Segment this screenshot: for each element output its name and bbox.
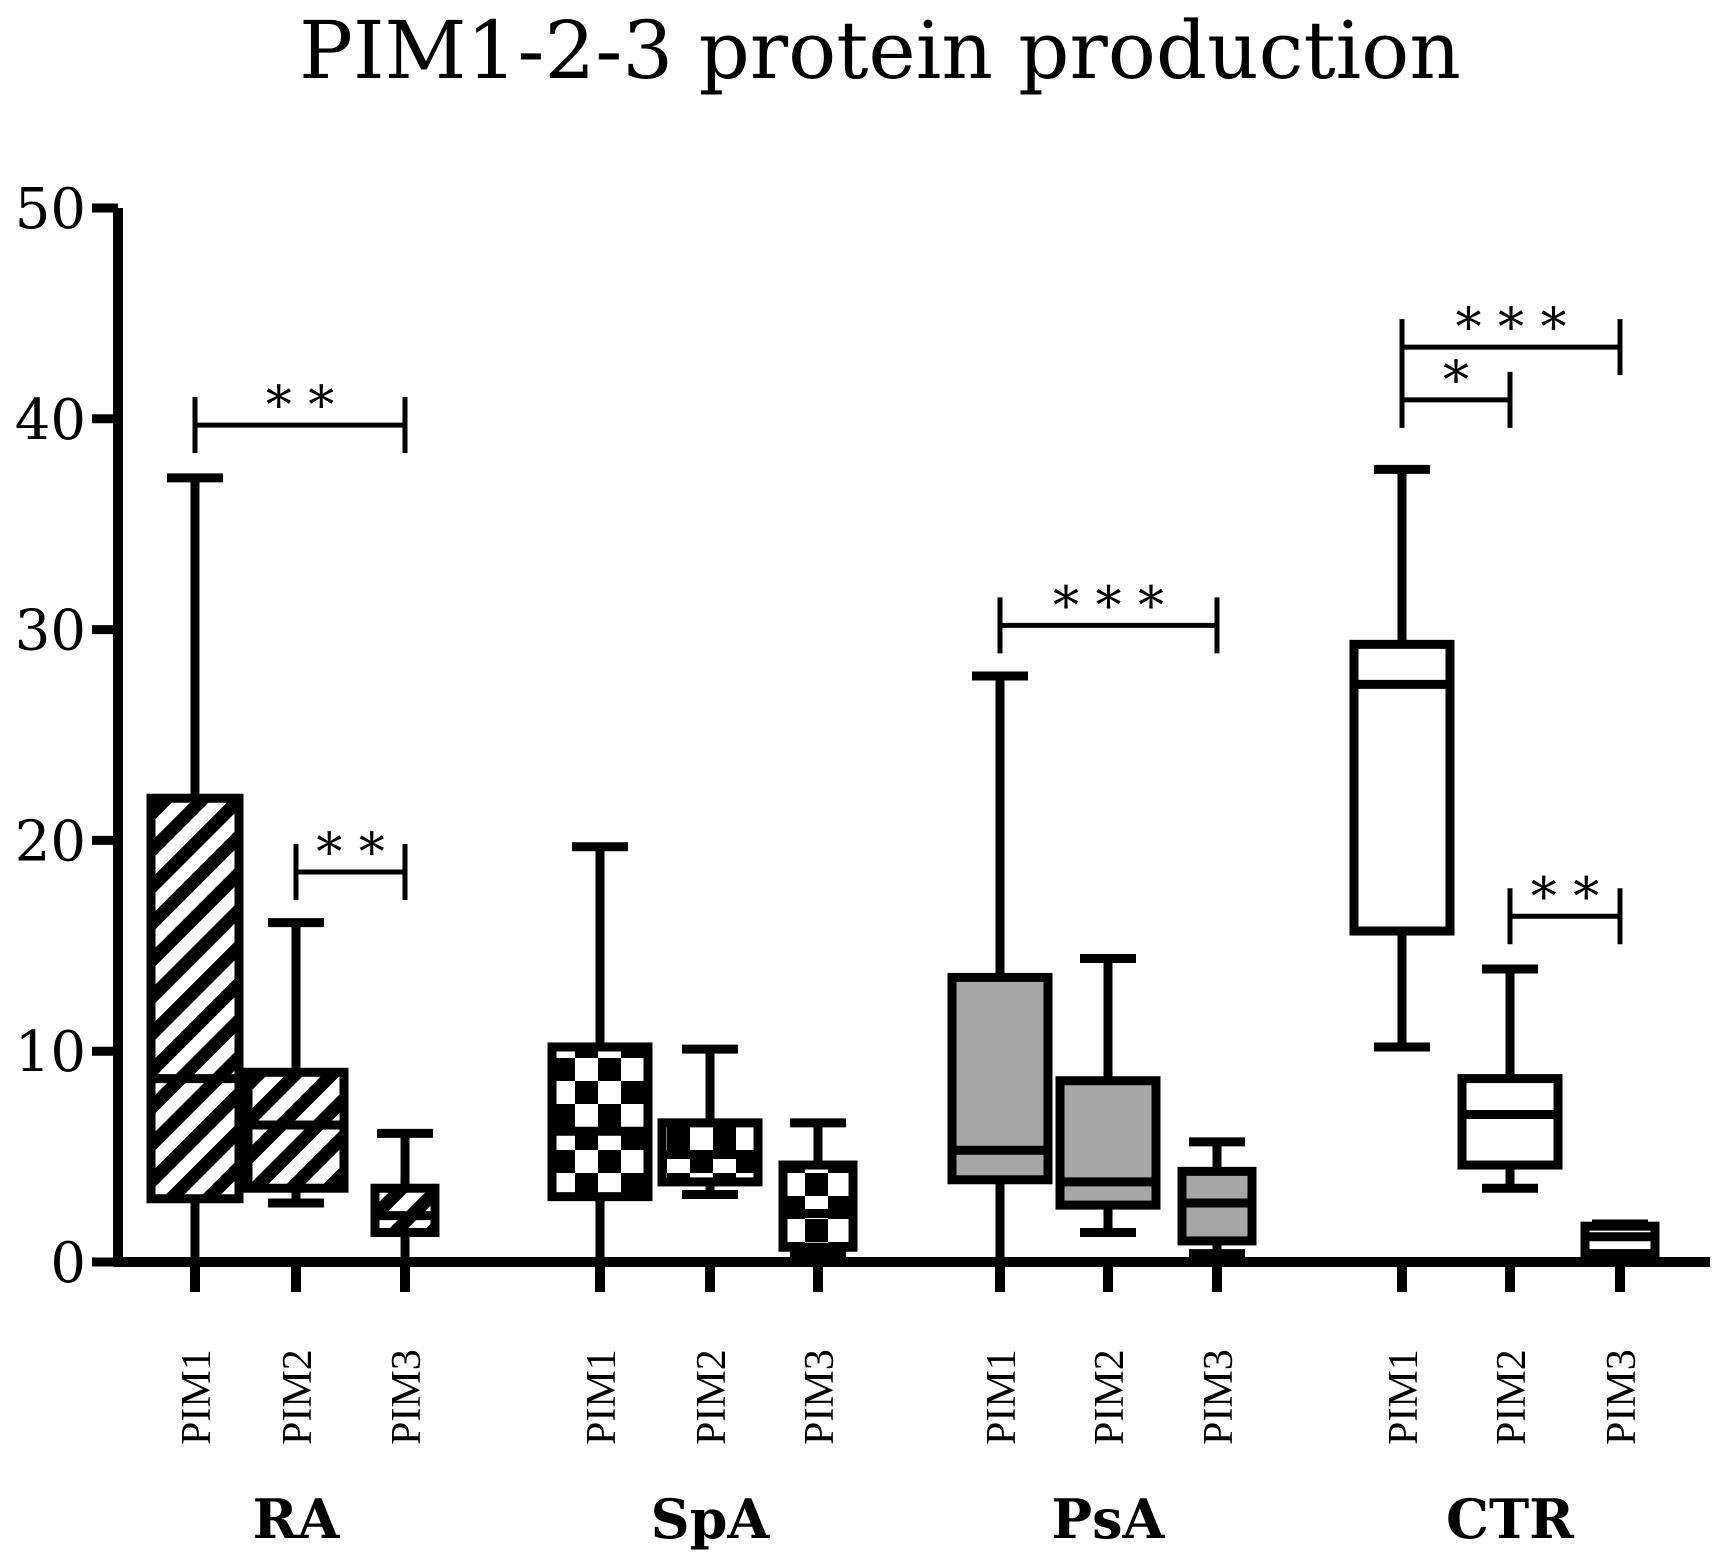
x-category-label: PIM3	[1599, 1349, 1645, 1445]
significance-bracket: * * *	[1399, 298, 1623, 376]
box-ctr-pim1	[1349, 639, 1455, 936]
box-psa-pim2	[1055, 1076, 1161, 1210]
box-spa-pim1	[547, 1042, 653, 1202]
x-category-label: PIM2	[1489, 1349, 1535, 1445]
x-category-label: PIM3	[1196, 1349, 1242, 1445]
x-category-label: PIM1	[174, 1349, 220, 1445]
x-category-label: PIM2	[275, 1349, 321, 1445]
significance-label: *	[1443, 351, 1469, 411]
x-category-label: PIM3	[797, 1349, 843, 1445]
significance-bracket: * *	[1507, 867, 1623, 945]
significance-label: * *	[316, 823, 385, 883]
box-ctr-pim2	[1457, 1074, 1563, 1170]
group-ra: PIM1 PIM2 PIM3 RA * * * *	[146, 376, 440, 1551]
significance-label: * *	[1531, 867, 1600, 927]
y-tick-label: 40	[15, 388, 86, 453]
y-tick-label: 10	[15, 1020, 86, 1085]
y-tick-label: 50	[15, 177, 86, 242]
box-ra-pim2	[243, 1067, 349, 1193]
x-category-label: PIM2	[1087, 1349, 1133, 1445]
group-label: RA	[253, 1487, 341, 1551]
group-label: SpA	[651, 1487, 771, 1551]
significance-label: * *	[266, 376, 335, 436]
y-tick-label: 30	[15, 599, 86, 664]
y-tick-label: 0	[50, 1231, 86, 1296]
significance-label: * * *	[1053, 576, 1164, 636]
significance-bracket: *	[1399, 351, 1513, 428]
x-category-label: PIM2	[689, 1349, 735, 1445]
y-tick-label: 20	[15, 809, 86, 874]
group-spa: PIM1 PIM2 PIM3 SpA	[547, 842, 858, 1551]
box-ra-pim1	[146, 793, 244, 1204]
significance-bracket: * *	[293, 823, 408, 901]
x-category-label: PIM3	[384, 1349, 430, 1445]
group-label: CTR	[1446, 1487, 1575, 1551]
group-label: PsA	[1052, 1487, 1166, 1551]
significance-bracket: * * *	[997, 576, 1220, 654]
x-category-label: PIM1	[979, 1349, 1025, 1445]
x-category-label: PIM1	[1381, 1349, 1427, 1445]
box-spa-pim3	[778, 1160, 858, 1252]
group-psa: PIM1 PIM2 PIM3 PsA * * *	[947, 576, 1257, 1551]
significance-bracket: * *	[192, 376, 408, 454]
chart-title: PIM1-2-3 protein production	[299, 4, 1461, 97]
x-category-label: PIM1	[579, 1349, 625, 1445]
box-ra-pim3	[370, 1183, 440, 1237]
significance-label: * * *	[1455, 298, 1566, 358]
group-ctr: PIM1 PIM2 PIM3 CTR * * ** * *	[1349, 298, 1660, 1551]
